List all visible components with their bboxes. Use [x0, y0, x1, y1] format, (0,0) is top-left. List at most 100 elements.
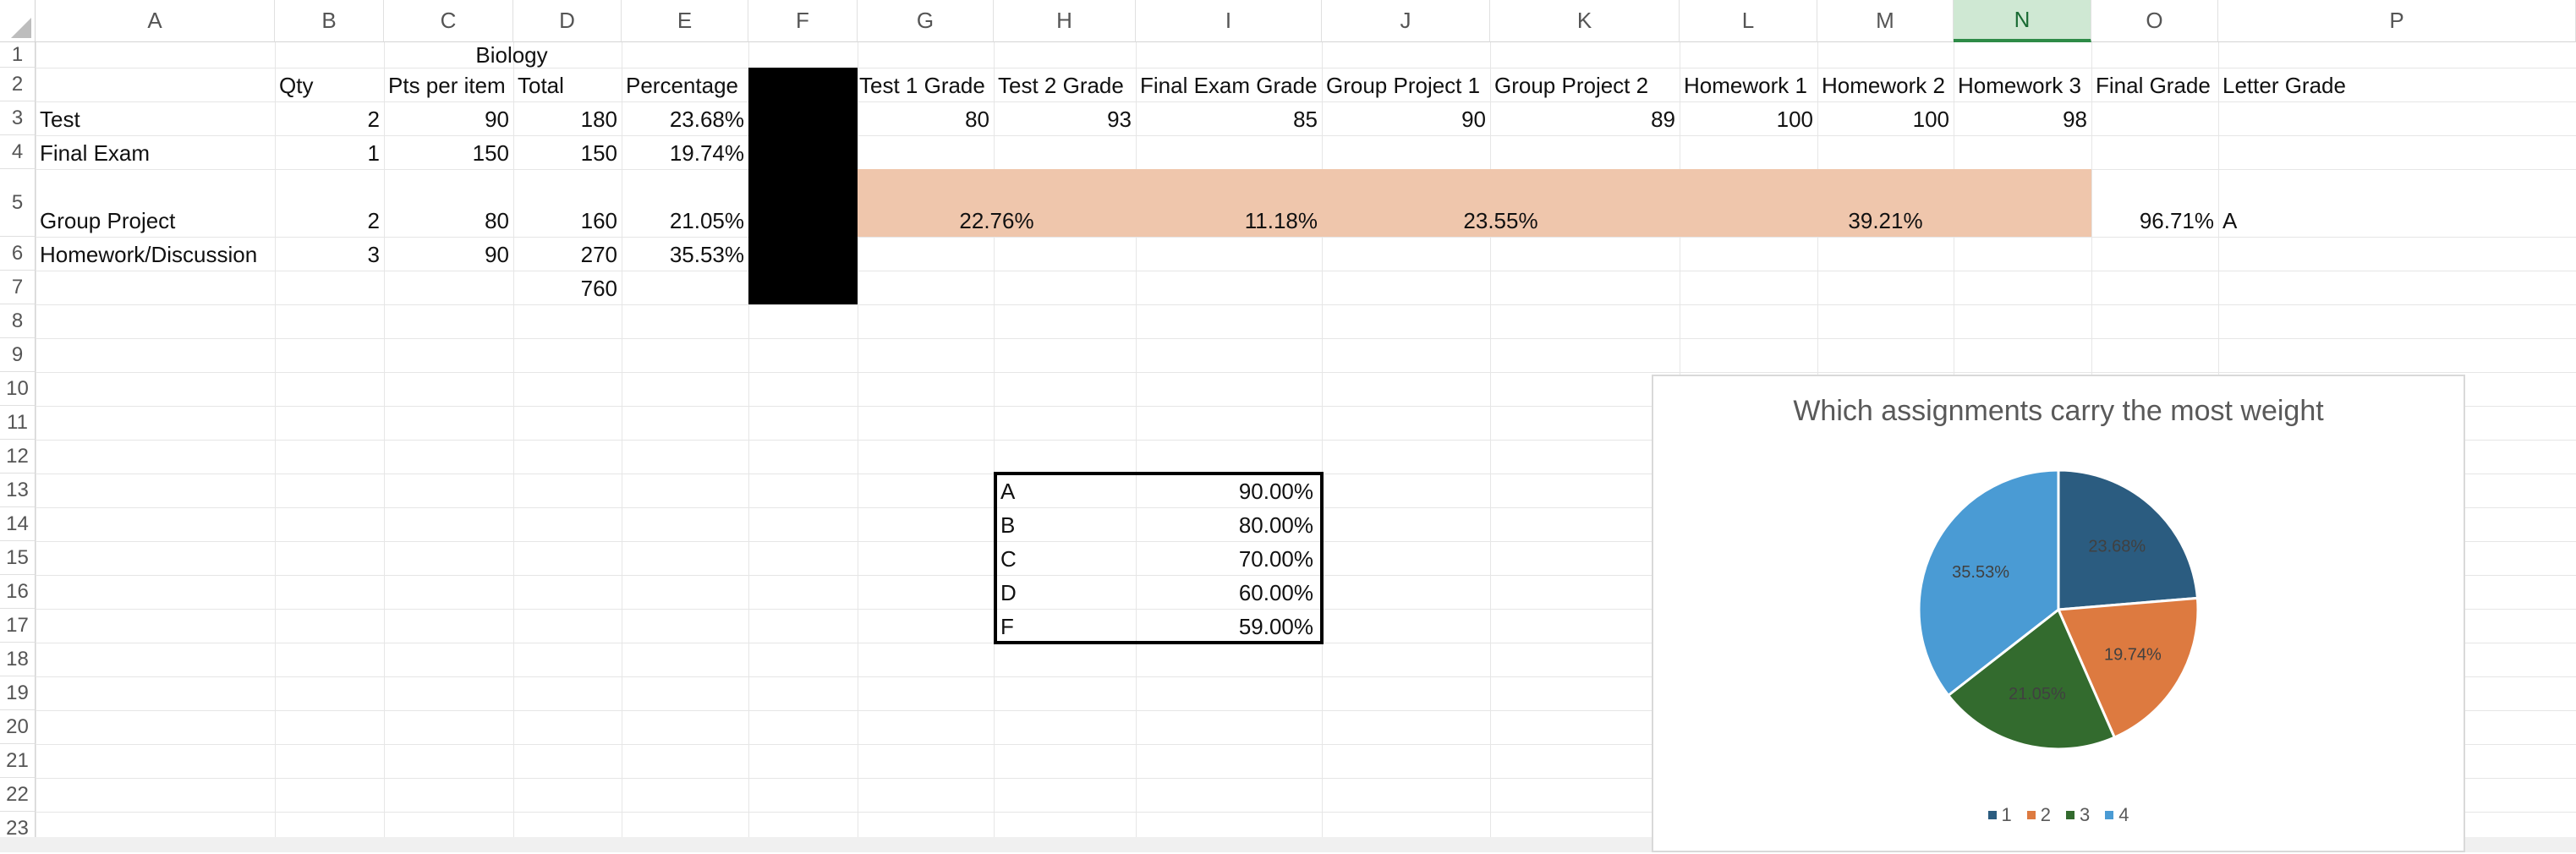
pie-slice-3[interactable]: [1946, 607, 2117, 751]
select-all-corner[interactable]: [0, 0, 36, 42]
category-total[interactable]: 180: [580, 107, 617, 132]
category-percentage[interactable]: 23.68%: [669, 107, 744, 132]
category-pts[interactable]: 90: [485, 107, 509, 132]
header-group-project-2[interactable]: Group Project 2: [1494, 73, 1649, 98]
scale-threshold[interactable]: 90.00%: [1238, 479, 1313, 504]
header-final-grade[interactable]: Final Grade: [2096, 73, 2211, 98]
weighted-group-project[interactable]: 23.55%: [1463, 208, 1538, 233]
final-grade-value[interactable]: 96.71%: [2139, 208, 2214, 233]
row-header-18[interactable]: 18: [0, 643, 36, 676]
category-name[interactable]: Group Project: [40, 208, 176, 233]
scale-letter[interactable]: A: [1000, 479, 1016, 504]
weighted-test[interactable]: 22.76%: [959, 208, 1034, 233]
column-header-g[interactable]: G: [858, 0, 994, 42]
grade-test1[interactable]: 80: [965, 107, 989, 132]
column-header-m[interactable]: M: [1817, 0, 1954, 42]
row-header-8[interactable]: 8: [0, 304, 36, 338]
letter-grade-value[interactable]: A: [2222, 208, 2238, 233]
row-header-14[interactable]: 14: [0, 507, 36, 541]
category-percentage[interactable]: 19.74%: [669, 140, 744, 166]
grade-group-project-1[interactable]: 90: [1461, 107, 1486, 132]
pie-slice-4[interactable]: [1917, 468, 2060, 698]
category-name[interactable]: Test: [40, 107, 80, 132]
column-header-o[interactable]: O: [2091, 0, 2218, 42]
category-qty[interactable]: 1: [367, 140, 380, 166]
category-total[interactable]: 270: [580, 242, 617, 267]
column-header-c[interactable]: C: [384, 0, 513, 42]
header-group-project-1[interactable]: Group Project 1: [1326, 73, 1481, 98]
row-header-22[interactable]: 22: [0, 778, 36, 812]
row-header-2[interactable]: 2: [0, 68, 36, 101]
pie-slice-1[interactable]: [2057, 468, 2200, 611]
column-header-a[interactable]: A: [36, 0, 275, 42]
grade-homework-2[interactable]: 100: [1912, 107, 1949, 132]
category-pts[interactable]: 150: [472, 140, 509, 166]
row-header-16[interactable]: 16: [0, 575, 36, 609]
scale-letter[interactable]: B: [1000, 512, 1016, 538]
category-pts[interactable]: 80: [485, 208, 509, 233]
category-qty[interactable]: 2: [367, 107, 380, 132]
row-header-5[interactable]: 5: [0, 169, 36, 237]
category-qty[interactable]: 3: [367, 242, 380, 267]
grade-group-project-2[interactable]: 89: [1651, 107, 1675, 132]
header-percentage[interactable]: Percentage: [626, 73, 738, 98]
row-header-17[interactable]: 17: [0, 609, 36, 643]
row-header-6[interactable]: 6: [0, 237, 36, 271]
header-homework-1[interactable]: Homework 1: [1684, 73, 1807, 98]
category-percentage[interactable]: 35.53%: [669, 242, 744, 267]
row-header-23[interactable]: 23: [0, 812, 36, 846]
column-header-e[interactable]: E: [622, 0, 748, 42]
header-homework-2[interactable]: Homework 2: [1822, 73, 1945, 98]
grade-homework-3[interactable]: 98: [2063, 107, 2087, 132]
category-percentage[interactable]: 21.05%: [669, 208, 744, 233]
scale-threshold[interactable]: 80.00%: [1238, 512, 1313, 538]
weighted-final-exam[interactable]: 11.18%: [1244, 208, 1318, 233]
category-name[interactable]: Homework/Discussion: [40, 242, 258, 267]
column-header-b[interactable]: B: [275, 0, 384, 42]
grand-total[interactable]: 760: [580, 276, 617, 301]
scale-letter[interactable]: D: [1000, 580, 1017, 605]
grade-homework-1[interactable]: 100: [1776, 107, 1813, 132]
header-total[interactable]: Total: [518, 73, 564, 98]
header-homework-3[interactable]: Homework 3: [1958, 73, 2081, 98]
row-header-21[interactable]: 21: [0, 744, 36, 778]
column-header-d[interactable]: D: [513, 0, 622, 42]
grade-test2[interactable]: 93: [1107, 107, 1132, 132]
row-header-3[interactable]: 3: [0, 101, 36, 135]
column-header-p[interactable]: P: [2218, 0, 2576, 42]
column-header-k[interactable]: K: [1490, 0, 1680, 42]
row-header-15[interactable]: 15: [0, 541, 36, 575]
category-qty[interactable]: 2: [367, 208, 380, 233]
row-header-1[interactable]: 1: [0, 42, 36, 68]
scale-letter[interactable]: F: [1000, 614, 1014, 639]
scale-threshold[interactable]: 59.00%: [1238, 614, 1313, 639]
header-test1-grade[interactable]: Test 1 Grade: [859, 73, 985, 98]
header-qty[interactable]: Qty: [279, 73, 314, 98]
sheet-title[interactable]: Biology: [475, 42, 548, 68]
row-header-11[interactable]: 11: [0, 406, 36, 440]
pie-chart[interactable]: Which assignments carry the most weight …: [1652, 375, 2465, 852]
column-header-n[interactable]: N: [1954, 0, 2091, 42]
row-header-10[interactable]: 10: [0, 372, 36, 406]
row-header-7[interactable]: 7: [0, 271, 36, 304]
column-header-j[interactable]: J: [1322, 0, 1490, 42]
pie-slice-2[interactable]: [2056, 596, 2200, 740]
category-name[interactable]: Final Exam: [40, 140, 151, 166]
category-pts[interactable]: 90: [485, 242, 509, 267]
column-header-i[interactable]: I: [1136, 0, 1322, 42]
scale-threshold[interactable]: 60.00%: [1238, 580, 1313, 605]
row-header-13[interactable]: 13: [0, 474, 36, 507]
row-header-12[interactable]: 12: [0, 440, 36, 474]
category-total[interactable]: 160: [580, 208, 617, 233]
row-header-20[interactable]: 20: [0, 710, 36, 744]
row-header-19[interactable]: 19: [0, 676, 36, 710]
column-header-f[interactable]: F: [748, 0, 858, 42]
column-header-h[interactable]: H: [994, 0, 1136, 42]
weighted-homework[interactable]: 39.21%: [1848, 208, 1923, 233]
row-header-4[interactable]: 4: [0, 135, 36, 169]
scale-letter[interactable]: C: [1000, 546, 1017, 572]
header-pts-per-item[interactable]: Pts per item: [388, 73, 506, 98]
header-test2-grade[interactable]: Test 2 Grade: [998, 73, 1124, 98]
column-header-l[interactable]: L: [1680, 0, 1817, 42]
